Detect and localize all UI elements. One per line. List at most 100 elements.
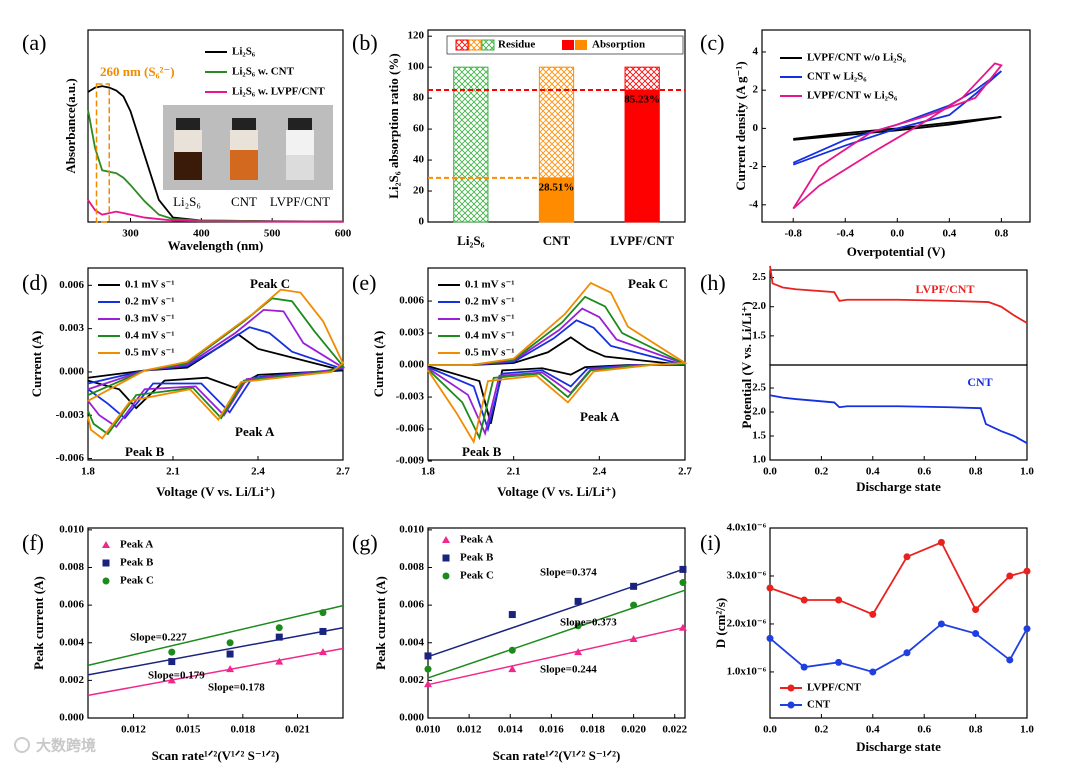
marker xyxy=(787,701,795,709)
y-tick-label: 0.000 xyxy=(399,359,424,371)
series-line xyxy=(87,288,345,440)
vial-liquid xyxy=(286,155,314,180)
x-tick-label: 1.8 xyxy=(81,466,95,478)
legend-swatch xyxy=(455,39,469,51)
x-tick-label: -0.4 xyxy=(837,228,855,240)
marker xyxy=(937,538,945,546)
y-axis-label: Peak current (A) xyxy=(31,576,46,670)
marker xyxy=(275,657,284,665)
legend-label: 0.4 mV s⁻¹ xyxy=(125,330,175,342)
marker xyxy=(1023,625,1031,633)
y-tick-label: 80 xyxy=(413,92,425,104)
slope-label: Slope=0.179 xyxy=(148,670,205,682)
marker xyxy=(972,630,980,638)
y-tick-label: 100 xyxy=(408,61,425,73)
marker xyxy=(442,536,450,543)
x-tick-label: 0.016 xyxy=(539,724,564,736)
y-axis-label: Peak current (A) xyxy=(373,576,388,670)
inset-label: CNT xyxy=(231,194,257,209)
x-tick-label: 0.012 xyxy=(121,724,146,736)
series-label: CNT xyxy=(967,375,992,389)
y-tick-label: 2.0 xyxy=(752,406,766,418)
x-tick-label: 0.4 xyxy=(866,724,880,736)
y-tick-label: 0.006 xyxy=(399,599,424,611)
legend-label: 0.2 mV s⁻¹ xyxy=(125,296,175,308)
x-tick-label: 0.021 xyxy=(285,724,310,736)
plot-frame xyxy=(769,527,1028,719)
y-tick-label: 1.5 xyxy=(752,430,766,442)
y-tick-label: -0.006 xyxy=(56,452,85,464)
marker xyxy=(766,634,774,642)
x-tick-label: 0.2 xyxy=(815,466,829,478)
marker xyxy=(1006,572,1014,580)
legend-label: 0.5 mV s⁻¹ xyxy=(465,347,515,359)
legend-label: Peak B xyxy=(120,557,154,569)
x-tick-label: 0.6 xyxy=(917,724,931,736)
marker xyxy=(424,680,432,688)
annotation: Peak C xyxy=(628,276,668,291)
x-tick-label: 0.2 xyxy=(815,724,829,736)
series-line xyxy=(792,62,1003,210)
marker xyxy=(102,541,110,548)
marker xyxy=(679,579,687,587)
x-tick-label: 400 xyxy=(193,228,210,240)
legend-swatch xyxy=(481,39,495,51)
marker xyxy=(102,559,110,567)
watermark-icon xyxy=(14,737,30,753)
y-axis-label: Potential (V vs. Li/Li⁺) xyxy=(739,301,754,428)
y-tick-label: 2.0 xyxy=(752,300,766,312)
marker xyxy=(630,582,638,590)
marker xyxy=(630,601,638,609)
marker xyxy=(226,650,234,658)
legend-label: LVPF/CNT xyxy=(807,682,862,694)
y-tick-label: 0 xyxy=(753,122,759,134)
legend-label: Absorption xyxy=(592,39,645,51)
watermark: 大数跨境 xyxy=(36,737,96,755)
fit-line xyxy=(427,626,686,686)
marker xyxy=(508,665,517,673)
y-tick-label: -0.003 xyxy=(56,409,85,421)
marker xyxy=(972,606,980,614)
x-tick-label: 0.4 xyxy=(866,466,880,478)
x-tick-label: 0.6 xyxy=(917,466,931,478)
y-tick-label: 4 xyxy=(753,46,759,58)
marker xyxy=(629,634,638,642)
x-axis-label: Scan rate¹ᐟ²(V¹ᐟ² S⁻¹ᐟ²) xyxy=(152,748,280,763)
annotation: Peak A xyxy=(580,409,620,424)
vial-liquid xyxy=(174,152,202,180)
bar-segment xyxy=(538,66,575,179)
y-tick-label: 0.000 xyxy=(59,365,84,377)
marker xyxy=(508,646,516,654)
legend-label: 0.3 mV s⁻¹ xyxy=(125,313,175,325)
vial-cap xyxy=(288,118,312,130)
x-tick-label: 0.4 xyxy=(942,228,956,240)
series-line xyxy=(87,199,344,223)
panel-label: (h) xyxy=(700,270,726,295)
marker xyxy=(787,684,795,692)
marker xyxy=(903,553,911,561)
y-tick-label: 0.008 xyxy=(399,561,424,573)
y-axis-label: Current (A) xyxy=(29,331,44,398)
y-tick-label: -0.009 xyxy=(396,455,425,467)
slope-label: Slope=0.227 xyxy=(130,632,187,644)
x-tick-label: 2.1 xyxy=(166,466,180,478)
slope-label: Slope=0.374 xyxy=(540,567,597,579)
legend-label: Residue xyxy=(498,39,535,51)
legend-label: Li₂S₆ w. LVPF/CNT xyxy=(232,86,325,98)
x-tick-label: Li₂S₆ xyxy=(457,233,484,248)
marker xyxy=(167,676,176,684)
legend-label: Peak A xyxy=(120,539,153,551)
x-tick-label: 2.7 xyxy=(336,466,350,478)
marker xyxy=(318,648,327,656)
x-axis-label: Wavelength (nm) xyxy=(168,238,264,253)
x-tick-label: 0.0 xyxy=(763,466,777,478)
plot-frame xyxy=(87,527,344,719)
panel-label: (c) xyxy=(700,30,724,55)
series-line xyxy=(769,265,1028,324)
x-tick-label: 2.7 xyxy=(678,466,692,478)
legend-swatch xyxy=(562,40,574,50)
y-tick-label: 2 xyxy=(753,84,759,96)
inset-photo xyxy=(163,105,333,190)
x-tick-label: 500 xyxy=(264,228,281,240)
